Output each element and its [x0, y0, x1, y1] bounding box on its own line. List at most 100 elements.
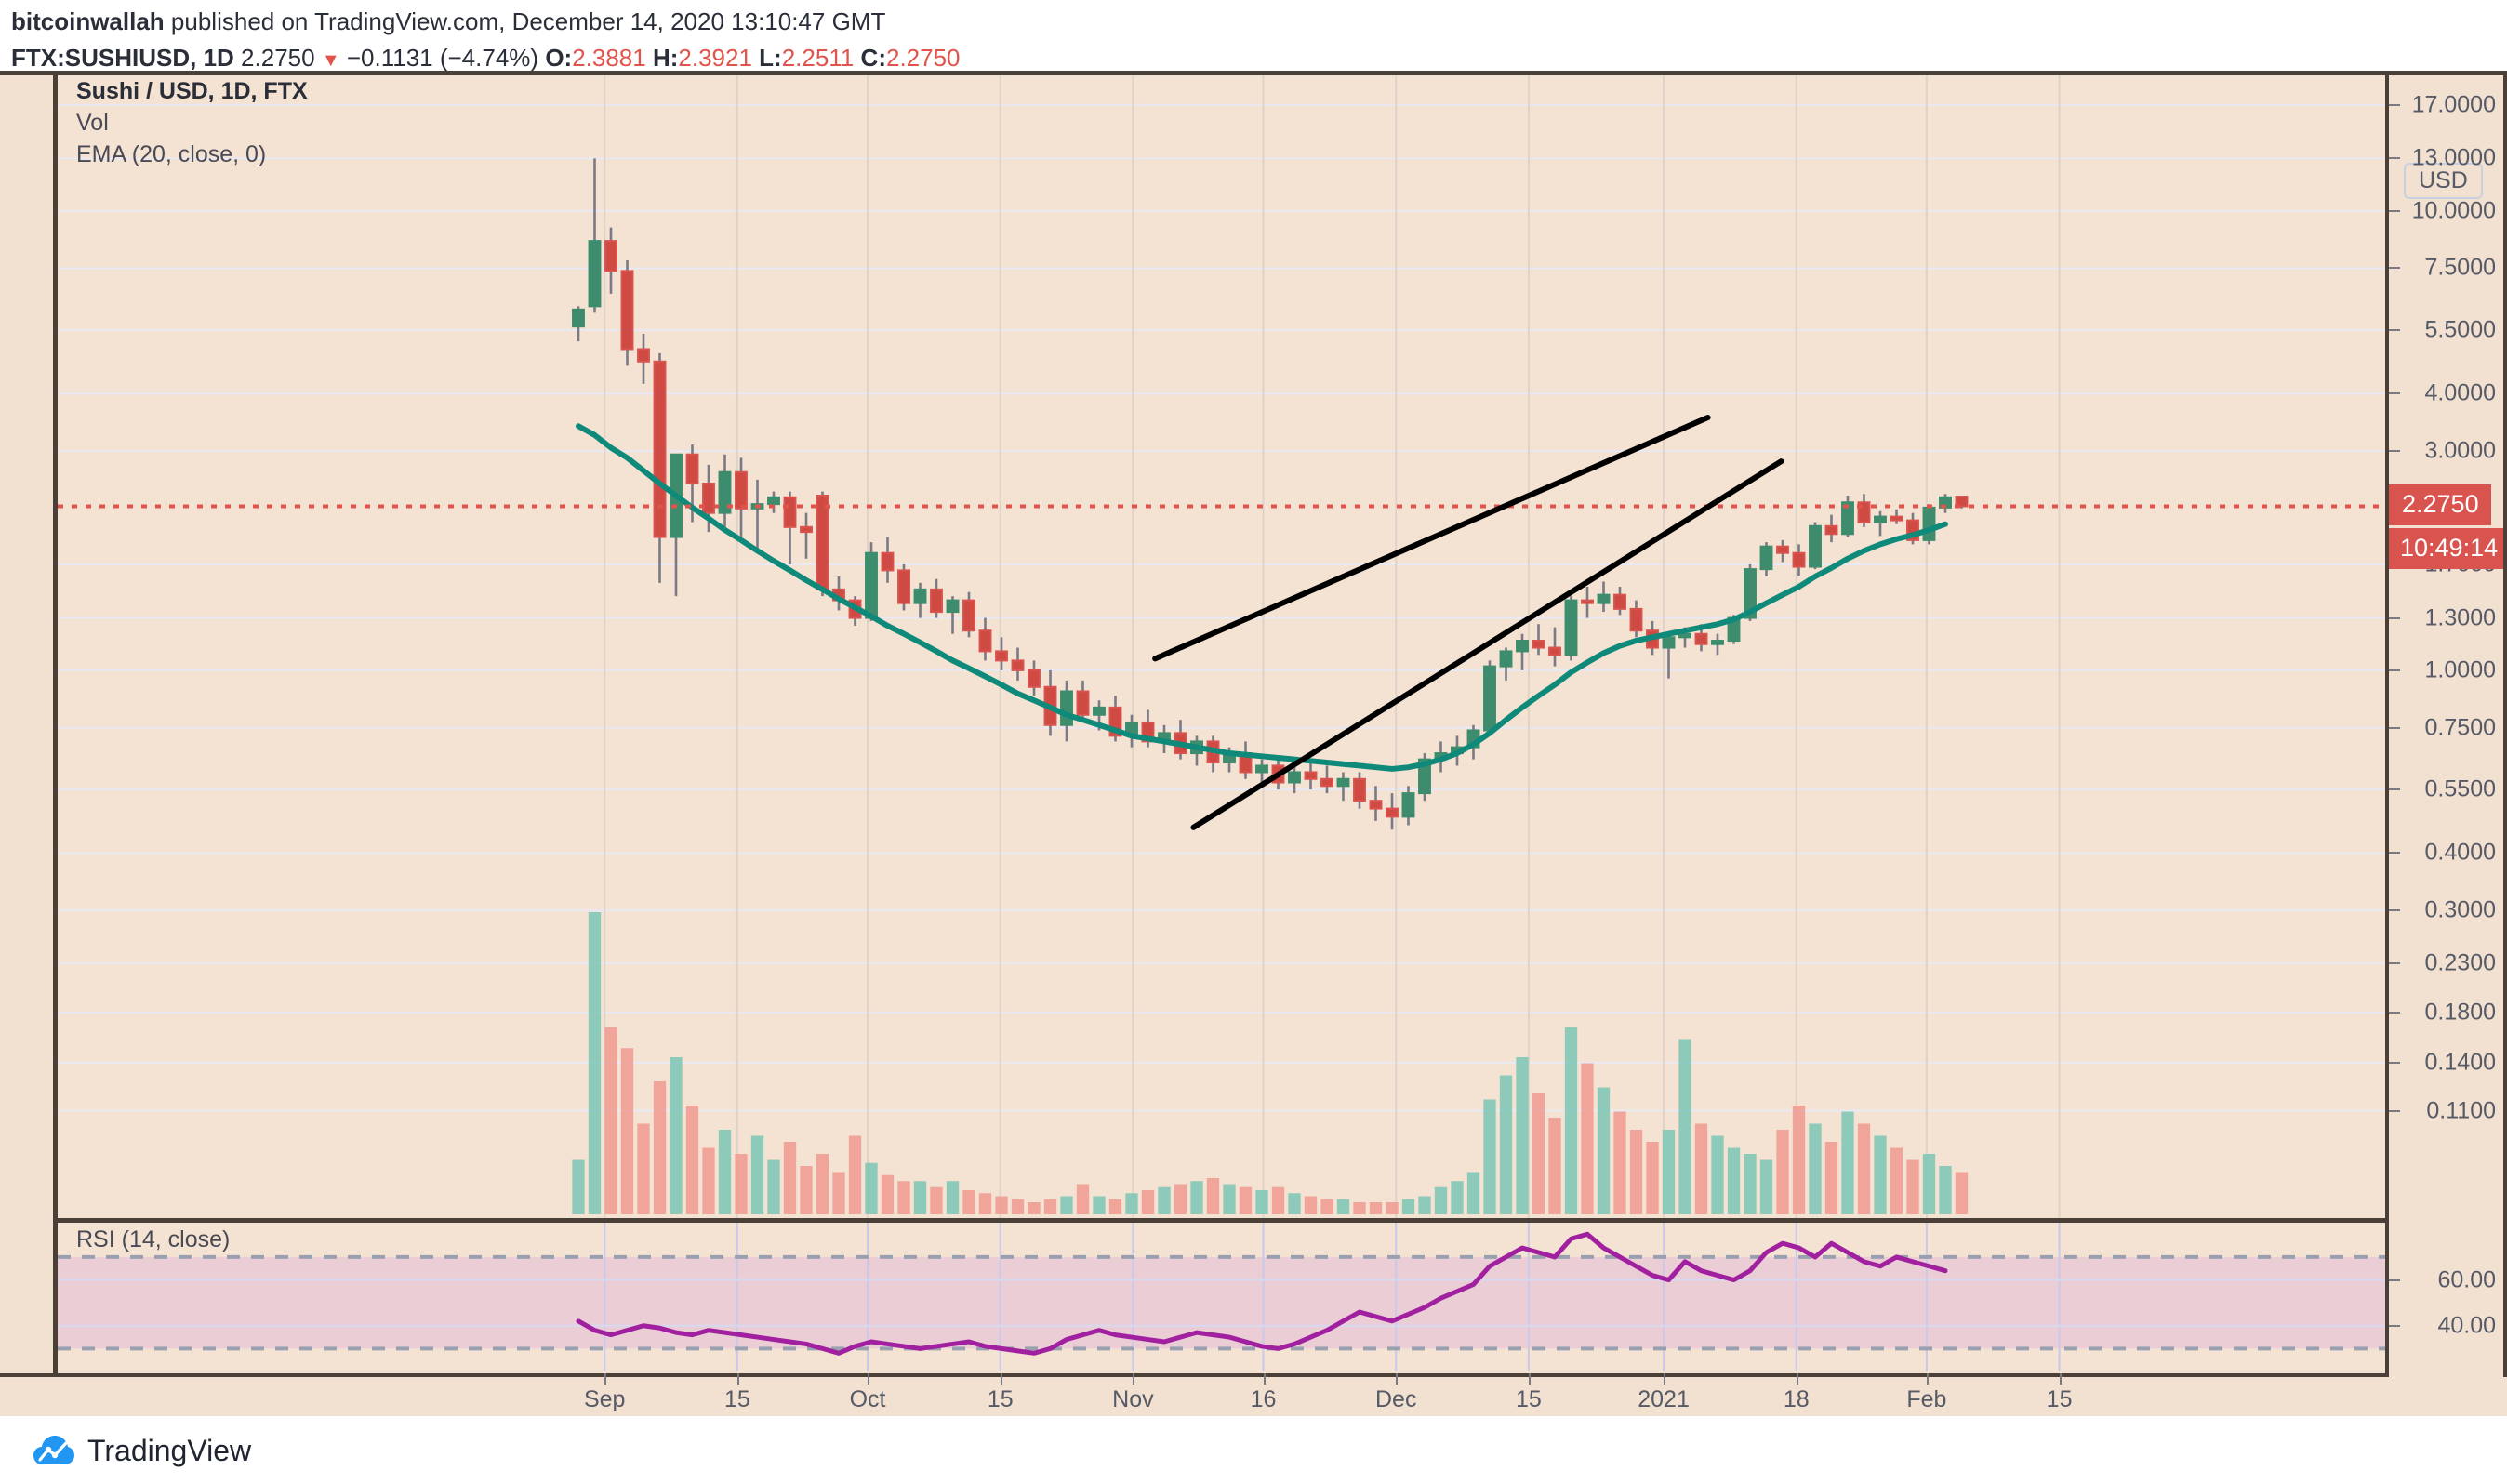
frame-left-border	[53, 75, 58, 1377]
price-axis-tick: 0.5500	[2424, 775, 2496, 802]
currency-badge[interactable]: USD	[2404, 163, 2483, 199]
time-tick-mark	[736, 1373, 739, 1385]
price-axis-tick: 3.0000	[2424, 437, 2496, 464]
price-axis-tick: 1.3000	[2424, 604, 2496, 631]
time-tick-mark	[1926, 1373, 1929, 1385]
high-value: 2.3921	[678, 44, 752, 72]
price-axis-tick: 4.0000	[2424, 379, 2496, 406]
time-axis-label: 15	[723, 1386, 750, 1412]
time-tick-mark	[1133, 1373, 1135, 1385]
chart-legend: Sushi / USD, 1D, FTX Vol EMA (20, close,…	[76, 75, 308, 170]
time-tick-mark	[1796, 1373, 1798, 1385]
rsi-pane[interactable]: RSI (14, close)	[58, 1223, 2385, 1371]
time-axis-label: 18	[1783, 1386, 1810, 1412]
rsi-chart-canvas	[58, 1223, 2385, 1371]
price-tick-mark	[2389, 616, 2400, 619]
open-label: O:	[545, 44, 573, 72]
legend-ema: EMA (20, close, 0)	[76, 141, 267, 167]
price-axis-tick: 0.2300	[2424, 949, 2496, 976]
price-tick-mark	[2389, 852, 2400, 855]
open-value: 2.3881	[572, 44, 646, 72]
price-tick-mark	[2389, 1061, 2400, 1064]
frame-bottom-border	[0, 1373, 2507, 1377]
rsi-tick-mark	[2389, 1279, 2400, 1281]
rsi-legend-label: RSI (14, close)	[76, 1226, 231, 1252]
price-axis-tick: 0.1400	[2424, 1049, 2496, 1076]
low-value: 2.2511	[781, 44, 855, 72]
lower-support	[1190, 458, 1784, 830]
time-tick-mark	[604, 1373, 607, 1385]
price-tick-mark	[2389, 669, 2400, 671]
time-axis-label: 16	[1250, 1386, 1277, 1412]
price-tick-mark	[2389, 103, 2400, 106]
price-tick-mark	[2389, 909, 2400, 912]
symbol-quote-line: FTX:SUSHIUSD, 1D 2.2750 ▼ −0.1131 (−4.74…	[11, 44, 961, 73]
time-axis-label: Sep	[583, 1386, 626, 1412]
close-label: C:	[860, 44, 886, 72]
publication-header: bitcoinwallah published on TradingView.c…	[0, 0, 2507, 82]
price-chart-canvas	[58, 75, 2385, 1218]
frame-top-border	[0, 71, 2507, 75]
price-axis-tick: 17.0000	[2411, 91, 2496, 118]
price-axis-tick: 0.1800	[2424, 999, 2496, 1026]
price-tick-mark	[2389, 267, 2400, 270]
time-tick-mark	[1528, 1373, 1531, 1385]
rsi-axis-tick: 60.00	[2437, 1266, 2496, 1293]
footer	[0, 1416, 2507, 1484]
price-change: −0.1131 (−4.74%)	[346, 44, 539, 72]
time-axis-label: Dec	[1374, 1386, 1417, 1412]
price-axis-tick: 5.5000	[2424, 316, 2496, 343]
time-tick-mark	[868, 1373, 870, 1385]
high-label: H:	[652, 44, 679, 72]
price-tick-mark	[2389, 726, 2400, 729]
time-tick-mark	[2059, 1373, 2062, 1385]
rsi-axis-tick: 40.00	[2437, 1312, 2496, 1339]
time-tick-mark	[1263, 1373, 1266, 1385]
price-axis-tick: 0.1100	[2426, 1097, 2496, 1124]
price-pane[interactable]: Sushi / USD, 1D, FTX Vol EMA (20, close,…	[58, 75, 2385, 1218]
bar-countdown-badge: 10:49:14	[2389, 528, 2503, 570]
legend-volume: Vol	[76, 110, 109, 136]
price-axis-tick: 0.3000	[2424, 896, 2496, 923]
time-tick-mark	[1396, 1373, 1399, 1385]
symbol-interval: FTX:SUSHIUSD, 1D	[11, 44, 234, 72]
price-tick-mark	[2389, 962, 2400, 965]
publication-credit-line: bitcoinwallah published on TradingView.c…	[11, 7, 885, 36]
rsi-tick-mark	[2389, 1324, 2400, 1327]
price-axis-tick: 0.4000	[2424, 839, 2496, 866]
frame-right-border	[2503, 71, 2507, 1413]
price-axis-divider	[2385, 75, 2389, 1377]
time-axis-label: 15	[2046, 1386, 2073, 1412]
time-axis-label: Nov	[1112, 1386, 1154, 1412]
tradingview-wordmark: TradingView	[87, 1434, 252, 1467]
last-price: 2.2750	[241, 44, 315, 72]
price-axis-tick: 0.7500	[2424, 714, 2496, 741]
low-label: L:	[759, 44, 782, 72]
time-axis-label: 2021	[1638, 1386, 1690, 1412]
price-down-arrow-icon: ▼	[321, 50, 340, 71]
published-text: published on TradingView.com, December 1…	[170, 7, 886, 35]
time-axis-label: 15	[987, 1386, 1014, 1412]
price-tick-mark	[2389, 450, 2400, 453]
tradingview-cloud-logo-icon	[33, 1435, 74, 1464]
price-tick-mark	[2389, 329, 2400, 332]
price-axis-tick: 10.0000	[2411, 197, 2496, 224]
time-tick-mark	[1664, 1373, 1666, 1385]
price-axis-tick: 1.0000	[2424, 656, 2496, 683]
price-axis[interactable]: USD 17.0000 13.0000 10.0000 7.5000 5.5000 4.0…	[2389, 75, 2503, 1377]
tradingview-branding: TradingView	[33, 1434, 251, 1468]
price-tick-mark	[2389, 392, 2400, 395]
time-axis-label: Oct	[849, 1386, 886, 1412]
price-axis-tick: 13.0000	[2411, 144, 2496, 171]
price-axis-tick: 7.5000	[2424, 254, 2496, 281]
price-tick-mark	[2389, 209, 2400, 212]
current-price-badge[interactable]: 2.2750	[2389, 484, 2491, 526]
pane-separator[interactable]	[58, 1218, 2385, 1223]
price-tick-mark	[2389, 1109, 2400, 1112]
legend-title: Sushi / USD, 1D, FTX	[76, 78, 308, 104]
time-axis-label: 15	[1515, 1386, 1542, 1412]
upper-resistance	[1152, 414, 1711, 662]
close-value: 2.2750	[885, 44, 961, 72]
price-tick-mark	[2389, 788, 2400, 791]
time-axis[interactable]: Sep 15 Oct 15 Nov 16 Dec 15 2021 18 Feb 15	[58, 1373, 2385, 1414]
